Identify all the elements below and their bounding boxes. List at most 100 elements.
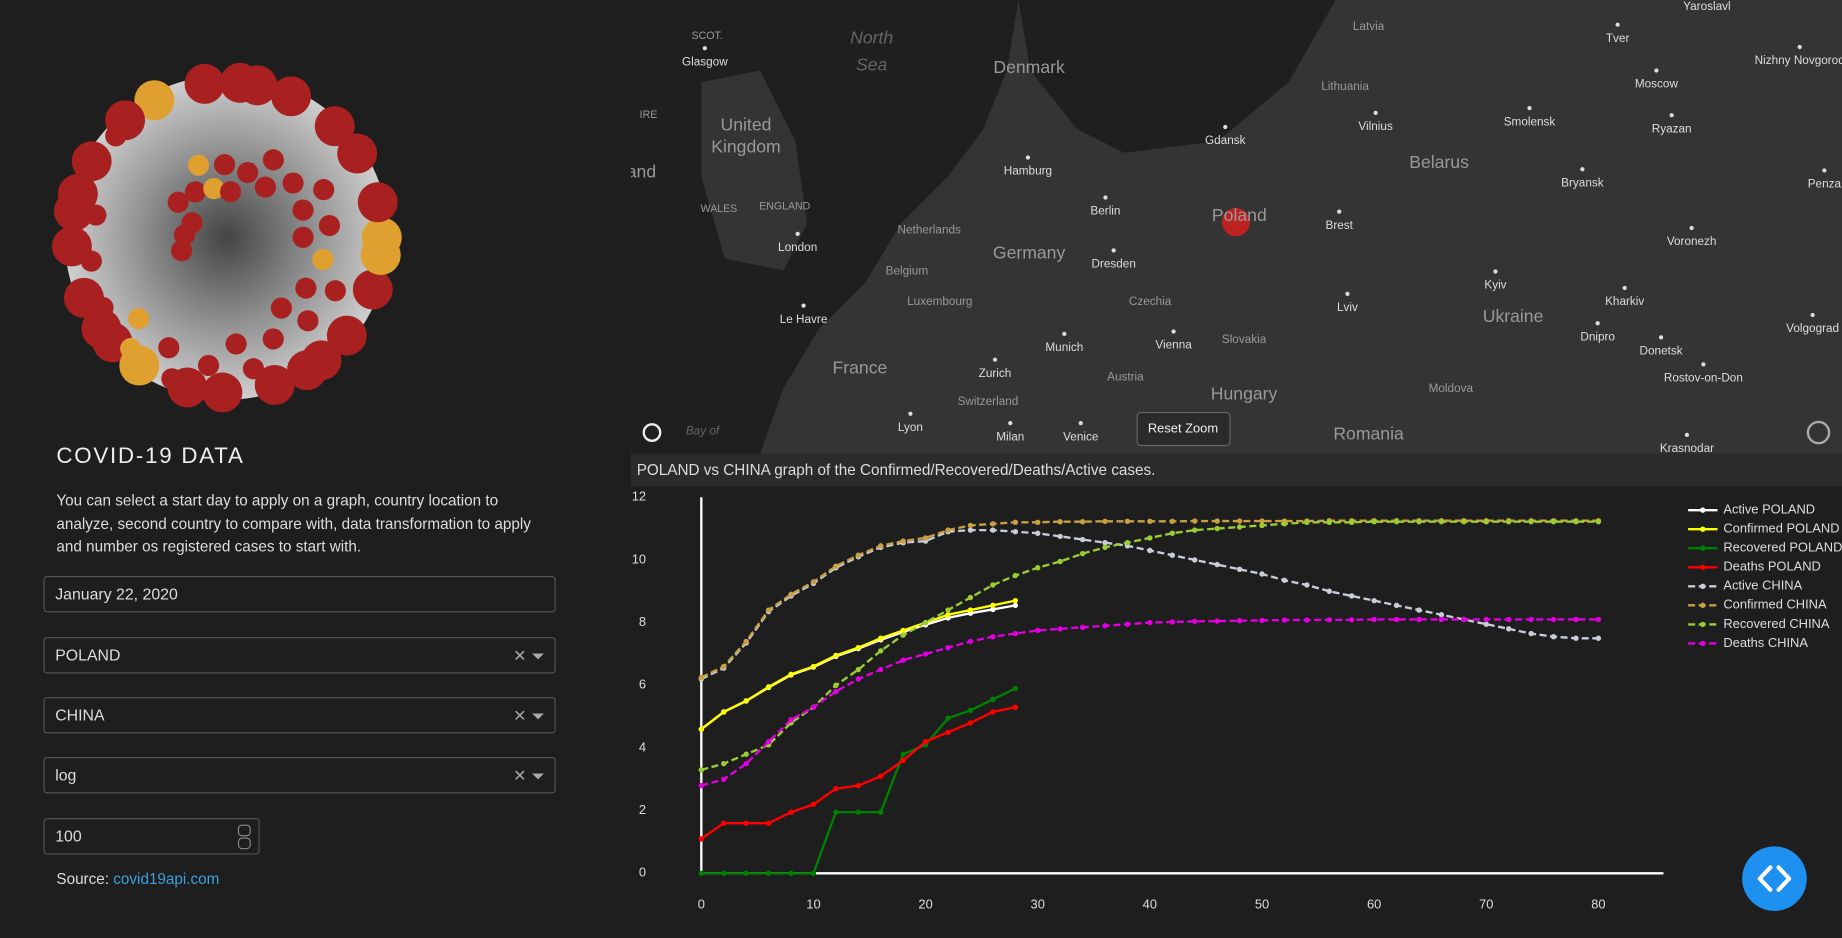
virus-spike	[297, 310, 319, 332]
virus-spike	[57, 173, 98, 214]
series-marker	[833, 682, 839, 688]
virus-spike	[237, 65, 278, 106]
virus-spike	[254, 365, 295, 405]
series-marker	[810, 801, 817, 808]
city-dot	[1684, 432, 1690, 438]
series-marker	[698, 726, 705, 732]
legend-label: Confirmed POLAND	[1723, 521, 1839, 536]
series-marker	[1124, 621, 1131, 627]
map-label: ENGLAND	[759, 201, 810, 213]
series-marker	[855, 809, 862, 815]
series-marker	[1169, 530, 1175, 536]
map-label: Vienna	[1155, 339, 1192, 352]
app-title: COVID-19 DATA	[56, 444, 245, 470]
virus-spike	[184, 181, 207, 203]
series-marker	[990, 696, 996, 703]
map-label: Le Havre	[780, 313, 828, 326]
map-marker[interactable]	[1221, 208, 1250, 237]
series-marker	[1573, 635, 1579, 641]
city-dot	[1580, 167, 1585, 172]
series-marker	[698, 767, 705, 773]
series-marker	[743, 870, 749, 877]
virus-spike	[202, 372, 243, 413]
dropdown-icons	[515, 650, 544, 660]
series-marker	[743, 751, 749, 757]
city-dot	[908, 411, 913, 416]
legend-label: Deaths POLAND	[1723, 559, 1821, 574]
city-dot	[1701, 362, 1706, 367]
series-marker	[1528, 630, 1534, 637]
series-marker	[1147, 619, 1153, 626]
virus-spike	[92, 296, 114, 319]
map-label: Penza	[1808, 178, 1842, 191]
dropdown-value: CHINA	[55, 706, 105, 725]
series-marker	[1483, 621, 1489, 627]
map-label: Ryazan	[1652, 122, 1692, 135]
virus-spike	[161, 368, 183, 390]
series-marker	[1483, 518, 1489, 525]
transform-dropdown[interactable]: log	[43, 756, 556, 794]
map-label: Hamburg	[1004, 165, 1052, 178]
series-marker	[945, 715, 951, 721]
series-marker	[1528, 518, 1534, 525]
series-marker	[1124, 518, 1131, 525]
legend-marker	[1700, 640, 1706, 647]
city-dot	[1103, 195, 1108, 200]
legend-marker	[1700, 564, 1706, 570]
country2-dropdown[interactable]: CHINA	[43, 697, 556, 734]
code-button[interactable]	[1742, 846, 1807, 911]
map[interactable]: Reset Zoom SCOT. Glasgow North Sea Denmark IR…	[630, 0, 1842, 454]
series-marker	[922, 535, 929, 541]
reset-zoom-button[interactable]	[1136, 411, 1231, 447]
country1-dropdown[interactable]: POLAND	[43, 637, 556, 674]
series-marker	[967, 522, 974, 529]
series-marker	[1595, 635, 1602, 641]
map-label: SCOT.	[692, 30, 723, 42]
series-marker	[1236, 518, 1243, 524]
city-dot	[1171, 329, 1176, 334]
series-marker	[1214, 518, 1220, 524]
series-marker	[1505, 616, 1512, 623]
series-marker	[1550, 633, 1557, 640]
series-marker	[945, 607, 951, 613]
series-marker	[1505, 626, 1512, 632]
virus-spike	[262, 149, 284, 171]
series-marker	[721, 820, 727, 826]
y-tick-label: 12	[632, 489, 646, 504]
map-label: Sea	[856, 54, 888, 74]
series-marker	[1304, 582, 1310, 588]
source-link[interactable]: covid19api.com	[113, 869, 220, 888]
series-marker	[1057, 558, 1063, 565]
legend-label: Active CHINA	[1723, 578, 1802, 593]
series-marker	[1505, 518, 1512, 525]
map-label: Luxembourg	[907, 295, 972, 308]
map-label: Romania	[1333, 424, 1404, 444]
series-marker	[698, 674, 705, 681]
map-label: Netherlands	[898, 223, 961, 236]
virus-spike	[312, 249, 334, 271]
cases-input[interactable]: 100	[43, 818, 260, 855]
city-dot	[1493, 269, 1498, 274]
series-marker	[743, 760, 749, 767]
series-marker	[967, 594, 974, 601]
map-label: Belarus	[1409, 152, 1469, 172]
map-label: North	[850, 27, 893, 47]
map-logo	[642, 423, 662, 442]
virus-spike	[203, 177, 225, 200]
virus-spike	[324, 280, 346, 302]
map-label: Glasgow	[682, 55, 728, 68]
series-marker	[1012, 602, 1019, 609]
series-marker	[1192, 618, 1198, 625]
virus-spike	[81, 308, 122, 349]
series-marker	[1259, 571, 1265, 577]
series-marker	[1124, 539, 1131, 546]
source-label: Source:	[56, 869, 110, 888]
map-label: Munich	[1045, 341, 1083, 354]
series-marker	[878, 635, 884, 641]
map-info[interactable]	[1806, 420, 1831, 445]
date-picker[interactable]: January 22, 2020	[43, 575, 556, 613]
series-marker	[900, 657, 906, 663]
series-marker	[990, 527, 996, 533]
map-label: Moldova	[1429, 382, 1474, 395]
